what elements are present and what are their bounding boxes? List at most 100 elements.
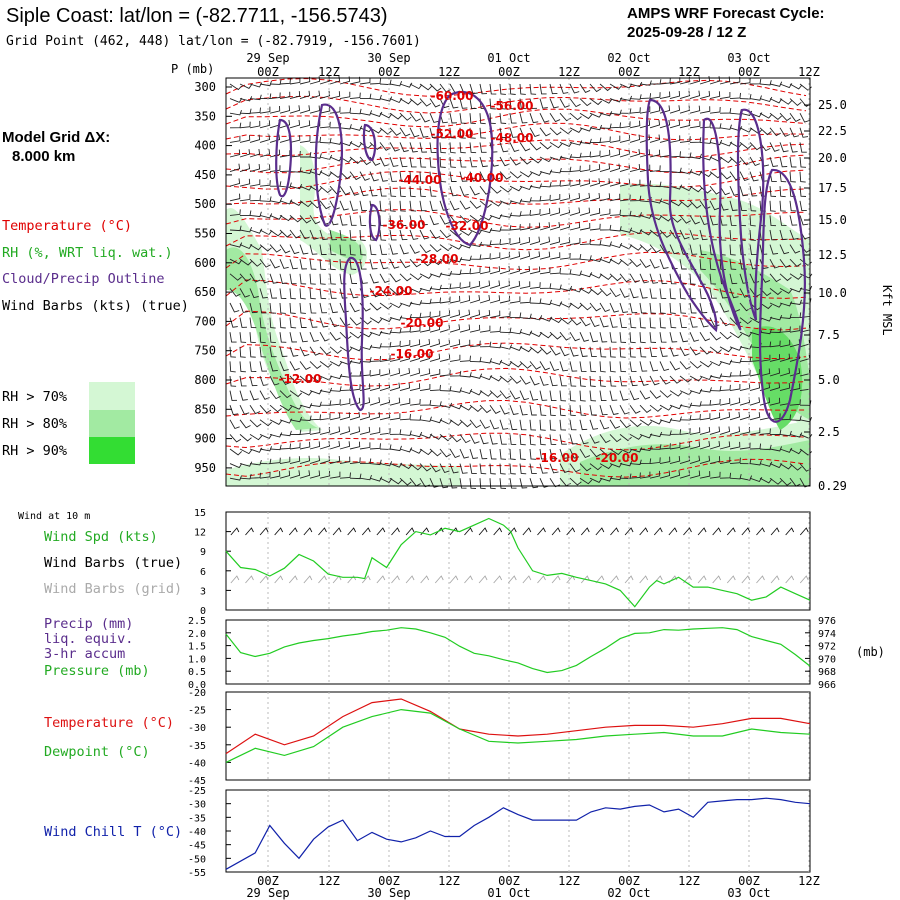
wind-barb <box>509 211 522 217</box>
wind-barb <box>389 229 397 241</box>
wind-barb <box>689 441 701 450</box>
wind-barb <box>489 463 496 475</box>
pressure-line <box>225 627 811 674</box>
wind-barb <box>609 226 622 232</box>
wind-barb <box>619 163 631 173</box>
wind-barb <box>779 98 793 105</box>
wind-barb <box>499 142 509 153</box>
temperature-contour <box>225 187 807 205</box>
wind-barb <box>589 390 597 402</box>
surface-wind-barb-grid <box>361 575 371 584</box>
wind-barb <box>499 238 511 246</box>
wind-barb <box>639 419 653 426</box>
wind-barb <box>349 288 359 299</box>
wind-barb <box>749 273 760 284</box>
wind-barb <box>249 404 261 415</box>
wind-barb <box>459 98 468 109</box>
wind-barb <box>249 459 262 466</box>
wind-barb <box>659 91 671 100</box>
wind-barb <box>709 456 721 465</box>
wind-barb <box>289 119 301 129</box>
wind-barb <box>519 281 531 289</box>
wind-barb <box>349 397 361 406</box>
pressure-tick-label: 450 <box>194 168 216 182</box>
wind-barb <box>429 113 439 123</box>
wind-barb <box>769 477 783 485</box>
wind-barb <box>419 400 432 406</box>
wind-barb <box>479 310 491 319</box>
wind-barb <box>399 447 413 453</box>
pressure-tick-label: 600 <box>194 256 216 270</box>
wind-barb <box>229 209 241 216</box>
wind-barb <box>429 368 441 377</box>
wind-barb <box>529 331 543 338</box>
wind-barb <box>369 382 381 392</box>
wind-barb <box>759 461 773 467</box>
wind-barb <box>589 332 599 343</box>
wind-barb <box>789 83 803 90</box>
wind-barb <box>789 299 802 306</box>
wind-barb <box>559 405 566 417</box>
wind-barb <box>609 474 622 481</box>
wind-barb <box>349 259 357 270</box>
wind-barb <box>369 427 381 435</box>
wind-barb <box>309 136 322 143</box>
wind-barb <box>619 108 632 114</box>
wind-barb <box>309 229 319 240</box>
wind-barb <box>749 215 756 227</box>
wind-barb <box>719 124 732 130</box>
wind-barb <box>469 295 481 304</box>
wind-barb <box>589 361 597 373</box>
surface-wind-barb-true <box>288 527 298 536</box>
wind-barb <box>369 412 381 421</box>
temperature-contour <box>225 432 807 451</box>
wind-barb <box>659 317 666 329</box>
wind-barb <box>749 229 756 241</box>
wind-barb <box>519 251 531 260</box>
wind-barb <box>409 273 423 281</box>
wind-barb <box>329 331 341 341</box>
wind-barb <box>669 470 681 479</box>
top-axes: P (mb)3003504004505005506006507007508008… <box>171 51 894 493</box>
height-tick-label: 15.0 <box>818 213 847 227</box>
wind-barb <box>569 477 582 486</box>
wind-barb <box>419 273 433 279</box>
wind-barb <box>449 156 456 168</box>
wind-barb <box>699 346 712 355</box>
wind-barb <box>539 405 547 416</box>
wind-barb <box>739 127 753 133</box>
wind-barb <box>369 459 382 466</box>
wind-barb <box>309 375 323 382</box>
wind-barb <box>689 317 698 328</box>
pressure-axis-label: P (mb) <box>171 62 214 76</box>
wind-barb <box>369 355 382 362</box>
surface-wind-barb-grid <box>712 575 722 584</box>
wind-barb <box>779 273 792 282</box>
wind-barb <box>709 259 716 271</box>
y-tick-label: 2.5 <box>188 616 206 627</box>
wind-barb <box>319 470 331 479</box>
wind-barb <box>549 127 562 136</box>
wind-barb <box>239 83 253 89</box>
wind-barb <box>729 441 741 450</box>
wind-barb <box>229 110 242 116</box>
wind-barb <box>299 390 313 396</box>
wind-barb <box>549 142 563 149</box>
wind-barb <box>639 361 648 372</box>
wind-barb <box>279 259 289 269</box>
wind-barb <box>419 112 430 123</box>
pressure-tick-label: 650 <box>194 285 216 299</box>
wind-barb <box>389 259 400 269</box>
wind-barb <box>669 456 681 465</box>
surface-wind-barb-true <box>624 527 634 536</box>
wind-barb <box>609 375 617 387</box>
wind-barb <box>449 339 461 348</box>
wind-barb <box>779 326 791 333</box>
wind-barb <box>779 258 791 268</box>
wind-barb <box>589 137 602 143</box>
wind-barb <box>749 142 762 151</box>
wind-barb <box>719 108 732 114</box>
wind-barb <box>539 142 552 150</box>
wind-barb <box>469 156 478 168</box>
wind-barb <box>339 398 351 406</box>
